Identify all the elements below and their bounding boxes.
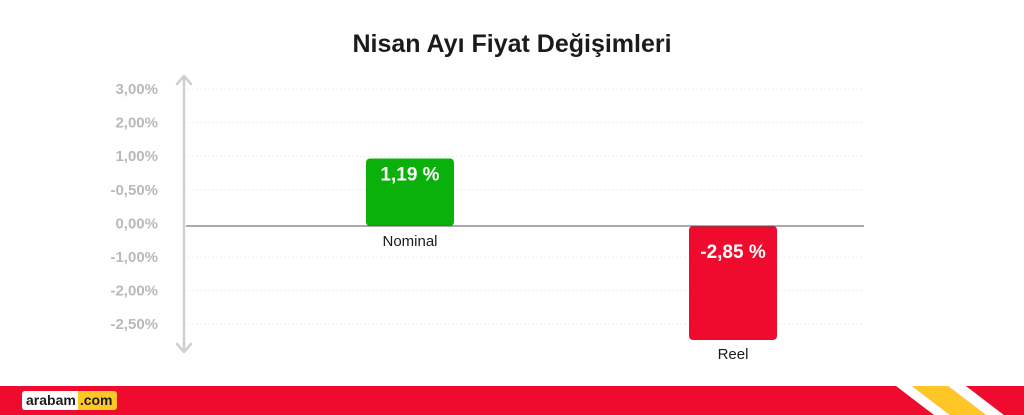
- y-tick-label: 0,00%: [115, 215, 158, 232]
- brand-name: arabam: [22, 391, 78, 410]
- footer-stripe-red: [966, 386, 1024, 415]
- footer-stripe-white-2: [948, 386, 1004, 415]
- y-tick-label: -2,00%: [110, 283, 158, 300]
- brand-com: com: [83, 392, 113, 408]
- category-label: Nominal: [382, 233, 437, 250]
- y-tick-label: -2,50%: [110, 316, 158, 333]
- y-tick-label: 3,00%: [115, 81, 158, 98]
- y-axis: [175, 74, 193, 354]
- bar-reel: [689, 226, 777, 340]
- y-axis-bottom-arrow-icon: [175, 342, 193, 354]
- brand-dot: .: [79, 392, 84, 408]
- y-tick-label: -0,50%: [110, 182, 158, 199]
- category-label: Reel: [718, 346, 749, 363]
- brand-logo[interactable]: arabam .com: [22, 391, 117, 410]
- bars: 1,19 % Nominal -2,85 % Reel: [366, 158, 777, 363]
- y-axis-top-arrow-icon: [175, 74, 193, 86]
- footer-stripe-white-1: [896, 386, 950, 415]
- y-tick-label: 1,00%: [115, 148, 158, 165]
- footer-background: [0, 386, 1024, 415]
- y-tick-label: -1,00%: [110, 249, 158, 266]
- y-tick-labels: 3,00% 2,00% 1,00% -0,50% 0,00% -1,00% -2,00% -2…: [110, 81, 158, 333]
- data-label: -2,85 %: [700, 242, 766, 263]
- footer-stripe-yellow: [912, 386, 986, 415]
- gridlines: [188, 88, 864, 325]
- bar-chart: Nisan Ayı Fiyat Değişimleri 3,00% 2,00% 1,…: [110, 30, 864, 363]
- y-tick-label: 2,00%: [115, 115, 158, 132]
- footer-bar: [0, 386, 1024, 415]
- bar-nominal: [366, 158, 454, 226]
- chart-title: Nisan Ayı Fiyat Değişimleri: [352, 30, 671, 58]
- brand-tld: .com: [77, 391, 117, 410]
- data-label: 1,19 %: [380, 165, 439, 186]
